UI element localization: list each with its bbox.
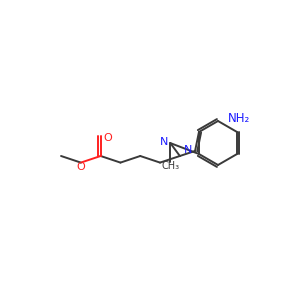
Text: O: O (76, 162, 85, 172)
Text: NH₂: NH₂ (228, 112, 250, 125)
Text: N: N (160, 137, 168, 147)
Text: N: N (184, 145, 192, 155)
Text: CH₃: CH₃ (161, 161, 179, 171)
Text: O: O (103, 133, 112, 143)
